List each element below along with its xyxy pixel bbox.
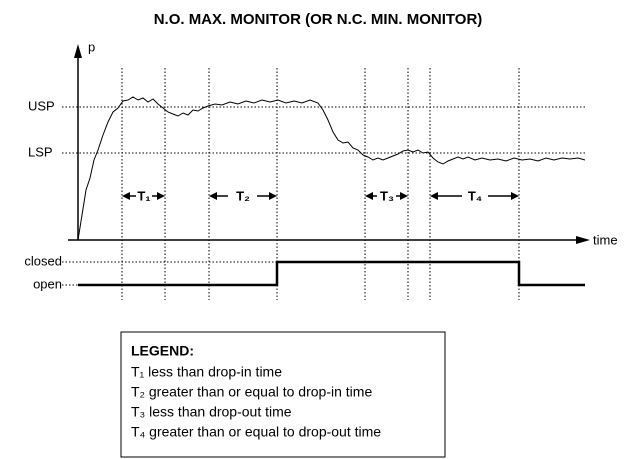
legend-box — [120, 331, 446, 458]
interval-label: T₃ — [380, 188, 394, 203]
y-label: p — [88, 39, 95, 54]
title: N.O. MAX. MONITOR (OR N.C. MIN. MONITOR) — [154, 11, 483, 28]
x-label: time — [593, 232, 618, 247]
open-label: open — [33, 276, 62, 291]
closed-label: closed — [24, 253, 62, 268]
lsp-label: LSP — [28, 144, 53, 159]
legend-item: T₁ less than drop-in time — [131, 364, 282, 380]
interval-label: T₄ — [468, 188, 482, 203]
pressure-curve — [77, 96, 586, 241]
legend-item: T₃ less than drop-out time — [131, 404, 292, 420]
y-arrow — [74, 44, 82, 58]
legend-title: LEGEND: — [131, 343, 194, 359]
x-arrow — [576, 236, 590, 244]
interval-label: T₂ — [236, 188, 250, 203]
switch-signal — [78, 260, 585, 287]
usp-label: USP — [28, 98, 55, 113]
time-markers — [121, 68, 520, 300]
legend-item: T₂ greater than or equal to drop-in time — [131, 384, 372, 400]
interval-label: T₁ — [137, 188, 150, 203]
arrow-heads — [122, 192, 519, 200]
legend-item: T₄ greater than or equal to drop-out tim… — [131, 424, 381, 440]
